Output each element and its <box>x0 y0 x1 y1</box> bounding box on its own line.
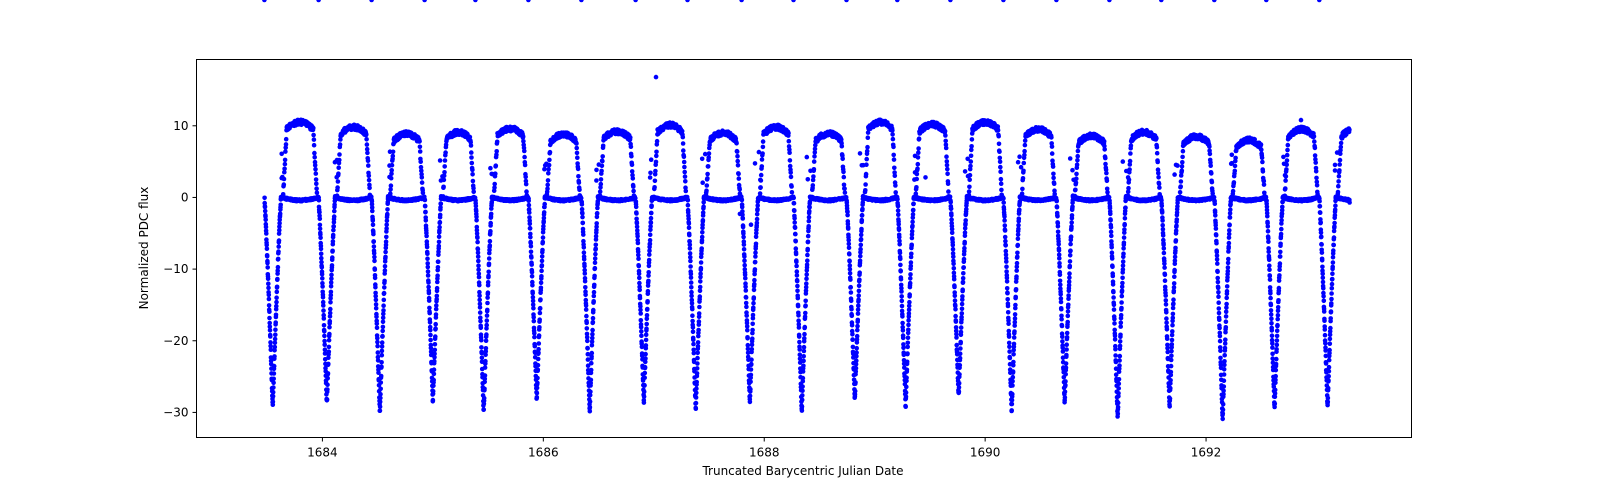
data-points <box>262 0 1352 422</box>
x-axis-label: Truncated Barycentric Julian Date <box>701 464 903 478</box>
y-axis-ticks: 10 0 −10 −20 −30 <box>163 119 197 419</box>
axes-frame <box>196 59 1412 438</box>
y-tick-label: −10 <box>163 262 188 276</box>
x-tick-label: 1686 <box>528 446 559 460</box>
x-axis-ticks: 1684 1686 1688 1690 1692 <box>307 437 1222 460</box>
y-axis-label: Normalized PDC flux <box>137 187 151 310</box>
y-tick-label: −30 <box>163 405 188 419</box>
x-tick-label: 1692 <box>1191 446 1222 460</box>
y-tick-label: −20 <box>163 334 188 348</box>
y-tick-label: 0 <box>181 190 189 204</box>
x-tick-label: 1684 <box>307 446 338 460</box>
x-tick-label: 1688 <box>749 446 780 460</box>
y-tick-label: 10 <box>173 119 188 133</box>
x-tick-label: 1690 <box>970 446 1001 460</box>
